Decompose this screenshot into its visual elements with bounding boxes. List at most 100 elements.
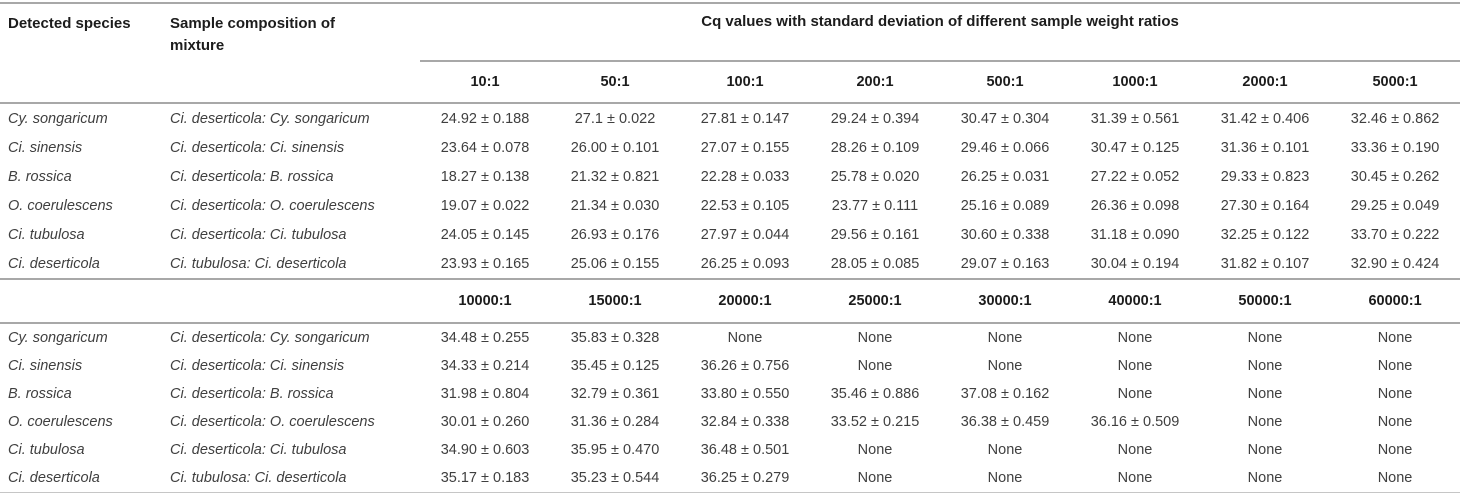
cq-value-cell: 34.90 ± 0.603: [440, 442, 530, 458]
ratio-header-5000-1: 5000:1: [1330, 61, 1460, 104]
ratio-header-50000-1: 50000:1: [1200, 278, 1330, 324]
cq-value-cell: 36.38 ± 0.459: [960, 414, 1050, 430]
ratio-header-10-1: 10:1: [420, 61, 550, 104]
ratio-header-20000-1: 20000:1: [680, 278, 810, 324]
mixture-composition-cell: Ci. deserticola: Ci. tubulosa: [170, 442, 347, 458]
cq-value-cell: None: [857, 358, 893, 374]
cq-value-cell: 30.45 ± 0.262: [1350, 168, 1440, 185]
cq-value-cell: 37.08 ± 0.162: [960, 386, 1050, 402]
species-data-row: Cy. songaricum Ci. deserticola: Cy. songa…: [0, 103, 1460, 133]
species-name-cell: Ci. tubulosa: [8, 226, 85, 243]
mixture-composition-cell: Ci. deserticola: Cy. songaricum: [170, 330, 370, 346]
species-name-cell: Ci. tubulosa: [8, 442, 85, 458]
header-sample-composition-text: Sample composition of mixture: [170, 15, 336, 54]
cq-value-cell: 29.56 ± 0.161: [830, 226, 920, 243]
species-name-cell: B. rossica: [8, 386, 72, 402]
cq-value-cell: 27.81 ± 0.147: [700, 110, 790, 127]
header-detected-species: Detected species: [0, 3, 162, 104]
cq-value-cell: 35.83 ± 0.328: [570, 330, 660, 346]
cq-value-cell: 36.48 ± 0.501: [700, 442, 790, 458]
species-data-row: B. rossica Ci. deserticola: B. rossica 31.…: [0, 380, 1460, 408]
cq-value-cell: None: [1117, 470, 1153, 486]
header-cq-group: Cq values with standard deviation of dif…: [420, 3, 1460, 62]
cq-value-cell: None: [1117, 358, 1153, 374]
ratio-header-row-1: 10:1 50:1 100:1 200:1 500:1 1000:1 2000:1 5000:…: [0, 61, 1460, 104]
cq-value-cell: 34.33 ± 0.214: [440, 358, 530, 374]
main-header-row: Detected species Sample composition of m…: [0, 3, 1460, 104]
cq-value-cell: 31.82 ± 0.107: [1220, 255, 1310, 272]
cq-value-cell: 30.01 ± 0.260: [440, 414, 530, 430]
species-data-row: B. rossica Ci. deserticola: B. rossica 18.…: [0, 162, 1460, 191]
mixture-composition-cell: Ci. deserticola: O. coerulescens: [170, 414, 375, 430]
cq-value-cell: None: [1377, 330, 1413, 346]
cq-value-cell: 27.07 ± 0.155: [700, 139, 790, 156]
cq-value-cell: None: [987, 470, 1023, 486]
cq-value-cell: 22.28 ± 0.033: [700, 168, 790, 185]
cq-value-cell: None: [987, 330, 1023, 346]
cq-value-cell: 24.92 ± 0.188: [440, 110, 530, 127]
cq-value-cell: 32.84 ± 0.338: [700, 414, 790, 430]
cq-value-cell: 24.05 ± 0.145: [440, 226, 530, 243]
ratio-header-60000-1: 60000:1: [1330, 278, 1460, 324]
cq-value-cell: 21.34 ± 0.030: [570, 197, 660, 214]
cq-values-table: Detected species Sample composition of m…: [0, 2, 1460, 493]
species-name-cell: O. coerulescens: [8, 197, 113, 214]
cq-value-cell: None: [1377, 386, 1413, 402]
cq-value-cell: None: [857, 470, 893, 486]
ratio-header-40000-1: 40000:1: [1070, 278, 1200, 324]
data-block-2: Cy. songaricum Ci. deserticola: Cy. songa…: [0, 323, 1460, 493]
ratio-header-500-1: 500:1: [940, 61, 1070, 104]
header-sample-composition: Sample composition of mixture: [162, 3, 420, 104]
cq-value-cell: 26.36 ± 0.098: [1090, 197, 1180, 214]
ratio-header-30000-1: 30000:1: [940, 278, 1070, 324]
species-data-row: Ci. deserticola Ci. tubulosa: Ci. deserti…: [0, 249, 1460, 279]
cq-value-cell: 30.60 ± 0.338: [960, 226, 1050, 243]
cq-value-cell: 23.64 ± 0.078: [440, 139, 530, 156]
cq-value-cell: 36.16 ± 0.509: [1090, 414, 1180, 430]
species-name-cell: Ci. deserticola: [8, 470, 100, 486]
ratio-header-1000-1: 1000:1: [1070, 61, 1200, 104]
species-data-row: Ci. deserticola Ci. tubulosa: Ci. deserti…: [0, 464, 1460, 493]
cq-value-cell: 27.97 ± 0.044: [700, 226, 790, 243]
cq-value-cell: 31.98 ± 0.804: [440, 386, 530, 402]
cq-value-cell: None: [1247, 330, 1283, 346]
cq-value-cell: 35.45 ± 0.125: [570, 358, 660, 374]
species-data-row: O. coerulescens Ci. deserticola: O. coeru…: [0, 408, 1460, 436]
ratio-header-row-2: 10000:1 15000:1 20000:1 25000:1 30000:1 40000…: [0, 278, 1460, 324]
cq-value-cell: 33.52 ± 0.215: [830, 414, 920, 430]
cq-value-cell: 29.46 ± 0.066: [960, 139, 1050, 156]
cq-value-cell: 27.1 ± 0.022: [574, 110, 656, 127]
cq-value-cell: 31.39 ± 0.561: [1090, 110, 1180, 127]
mid-header-section: 10000:1 15000:1 20000:1 25000:1 30000:1 40000…: [0, 278, 1460, 324]
mixture-composition-cell: Ci. deserticola: B. rossica: [170, 386, 334, 402]
cq-value-cell: 29.07 ± 0.163: [960, 255, 1050, 272]
ratio-header-15000-1: 15000:1: [550, 278, 680, 324]
cq-value-cell: 30.47 ± 0.304: [960, 110, 1050, 127]
cq-value-cell: 35.95 ± 0.470: [570, 442, 660, 458]
cq-value-cell: 33.70 ± 0.222: [1350, 226, 1440, 243]
cq-value-cell: 18.27 ± 0.138: [440, 168, 530, 185]
empty-cell: [162, 278, 420, 324]
species-data-row: Ci. sinensis Ci. deserticola: Ci. sinensi…: [0, 133, 1460, 162]
cq-value-cell: None: [1117, 330, 1153, 346]
cq-value-cell: 28.26 ± 0.109: [830, 139, 920, 156]
mixture-composition-cell: Ci. deserticola: O. coerulescens: [170, 197, 375, 214]
cq-value-cell: None: [1377, 442, 1413, 458]
cq-value-cell: 23.93 ± 0.165: [440, 255, 530, 272]
cq-value-cell: None: [1247, 470, 1283, 486]
species-data-row: Ci. sinensis Ci. deserticola: Ci. sinensi…: [0, 352, 1460, 380]
cq-value-cell: None: [1117, 442, 1153, 458]
cq-value-cell: 23.77 ± 0.111: [831, 197, 919, 214]
cq-value-cell: None: [857, 442, 893, 458]
cq-value-cell: 36.26 ± 0.756: [700, 358, 790, 374]
data-block-1: Cy. songaricum Ci. deserticola: Cy. songa…: [0, 103, 1460, 279]
mixture-composition-cell: Ci. deserticola: Ci. tubulosa: [170, 226, 347, 243]
cq-value-cell: 22.53 ± 0.105: [700, 197, 790, 214]
cq-value-cell: 28.05 ± 0.085: [830, 255, 920, 272]
cq-value-cell: 29.33 ± 0.823: [1220, 168, 1310, 185]
cq-value-cell: 31.36 ± 0.101: [1220, 139, 1310, 156]
cq-value-cell: None: [857, 330, 893, 346]
mixture-composition-cell: Ci. tubulosa: Ci. deserticola: [170, 255, 347, 272]
cq-value-cell: 25.16 ± 0.089: [960, 197, 1050, 214]
cq-value-cell: 25.06 ± 0.155: [570, 255, 660, 272]
